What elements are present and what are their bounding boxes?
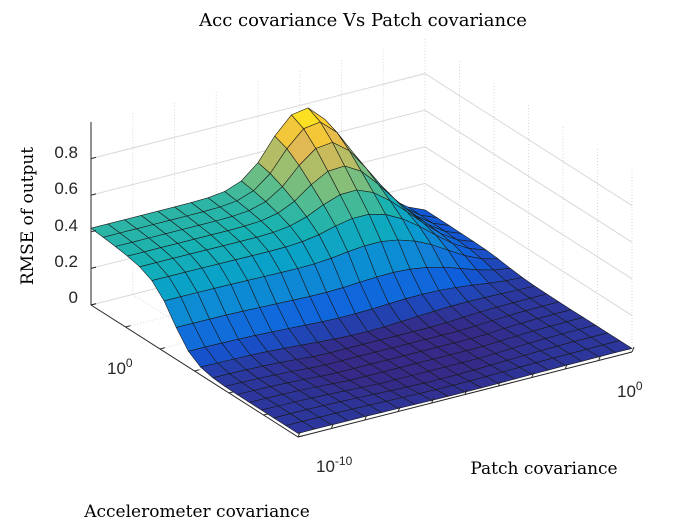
y-axis-label: Accelerometer covariance xyxy=(83,502,310,522)
chart-title: Acc covariance Vs Patch covariance xyxy=(198,10,527,31)
x-tick-10 xyxy=(631,346,635,353)
x-axis-label: Patch covariance xyxy=(470,459,617,479)
y-tick-label: 100 xyxy=(107,356,133,378)
ticks xyxy=(90,156,635,438)
x-tick-7 xyxy=(531,372,535,378)
y-tick-6 xyxy=(297,435,304,438)
x-tick-5 xyxy=(464,389,468,395)
z-tick-4 xyxy=(90,156,97,160)
y-tick-2 xyxy=(159,347,166,350)
y-tick-5 xyxy=(263,413,269,416)
y-tick-3 xyxy=(194,369,200,372)
x-tick-label-min: 10-10 xyxy=(316,454,353,476)
x-tick-8 xyxy=(564,363,568,370)
grid-line-z-4 xyxy=(90,73,633,207)
x-tick-1 xyxy=(330,423,334,429)
x-tick-4 xyxy=(431,397,435,404)
z-tick-label-3: 0.6 xyxy=(54,179,78,198)
y-tick-0 xyxy=(90,303,97,306)
z-tick-3 xyxy=(90,193,97,196)
floor-grid-v-0 xyxy=(90,219,426,306)
surface-patch xyxy=(285,421,316,434)
y-tick-4 xyxy=(228,391,235,394)
x-tick-0 xyxy=(297,431,301,438)
surface xyxy=(90,107,633,434)
grid-line-z-3 xyxy=(90,109,633,243)
z-tick-1 xyxy=(90,266,97,269)
z-tick-label-0: 0 xyxy=(69,288,78,307)
x-tick-9 xyxy=(598,355,602,361)
x-tick-label-max: 100 xyxy=(617,379,643,401)
z-tick-label-4: 0.8 xyxy=(54,143,78,162)
z-tick-2 xyxy=(90,230,97,233)
x-tick-3 xyxy=(397,406,401,412)
z-axis-label: RMSE of output xyxy=(18,147,38,285)
z-tick-label-2: 0.4 xyxy=(54,216,78,235)
x-tick-6 xyxy=(497,380,501,387)
x-tick-2 xyxy=(364,414,368,421)
z-tick-label-1: 0.2 xyxy=(54,252,78,271)
y-tick-1 xyxy=(125,325,131,328)
